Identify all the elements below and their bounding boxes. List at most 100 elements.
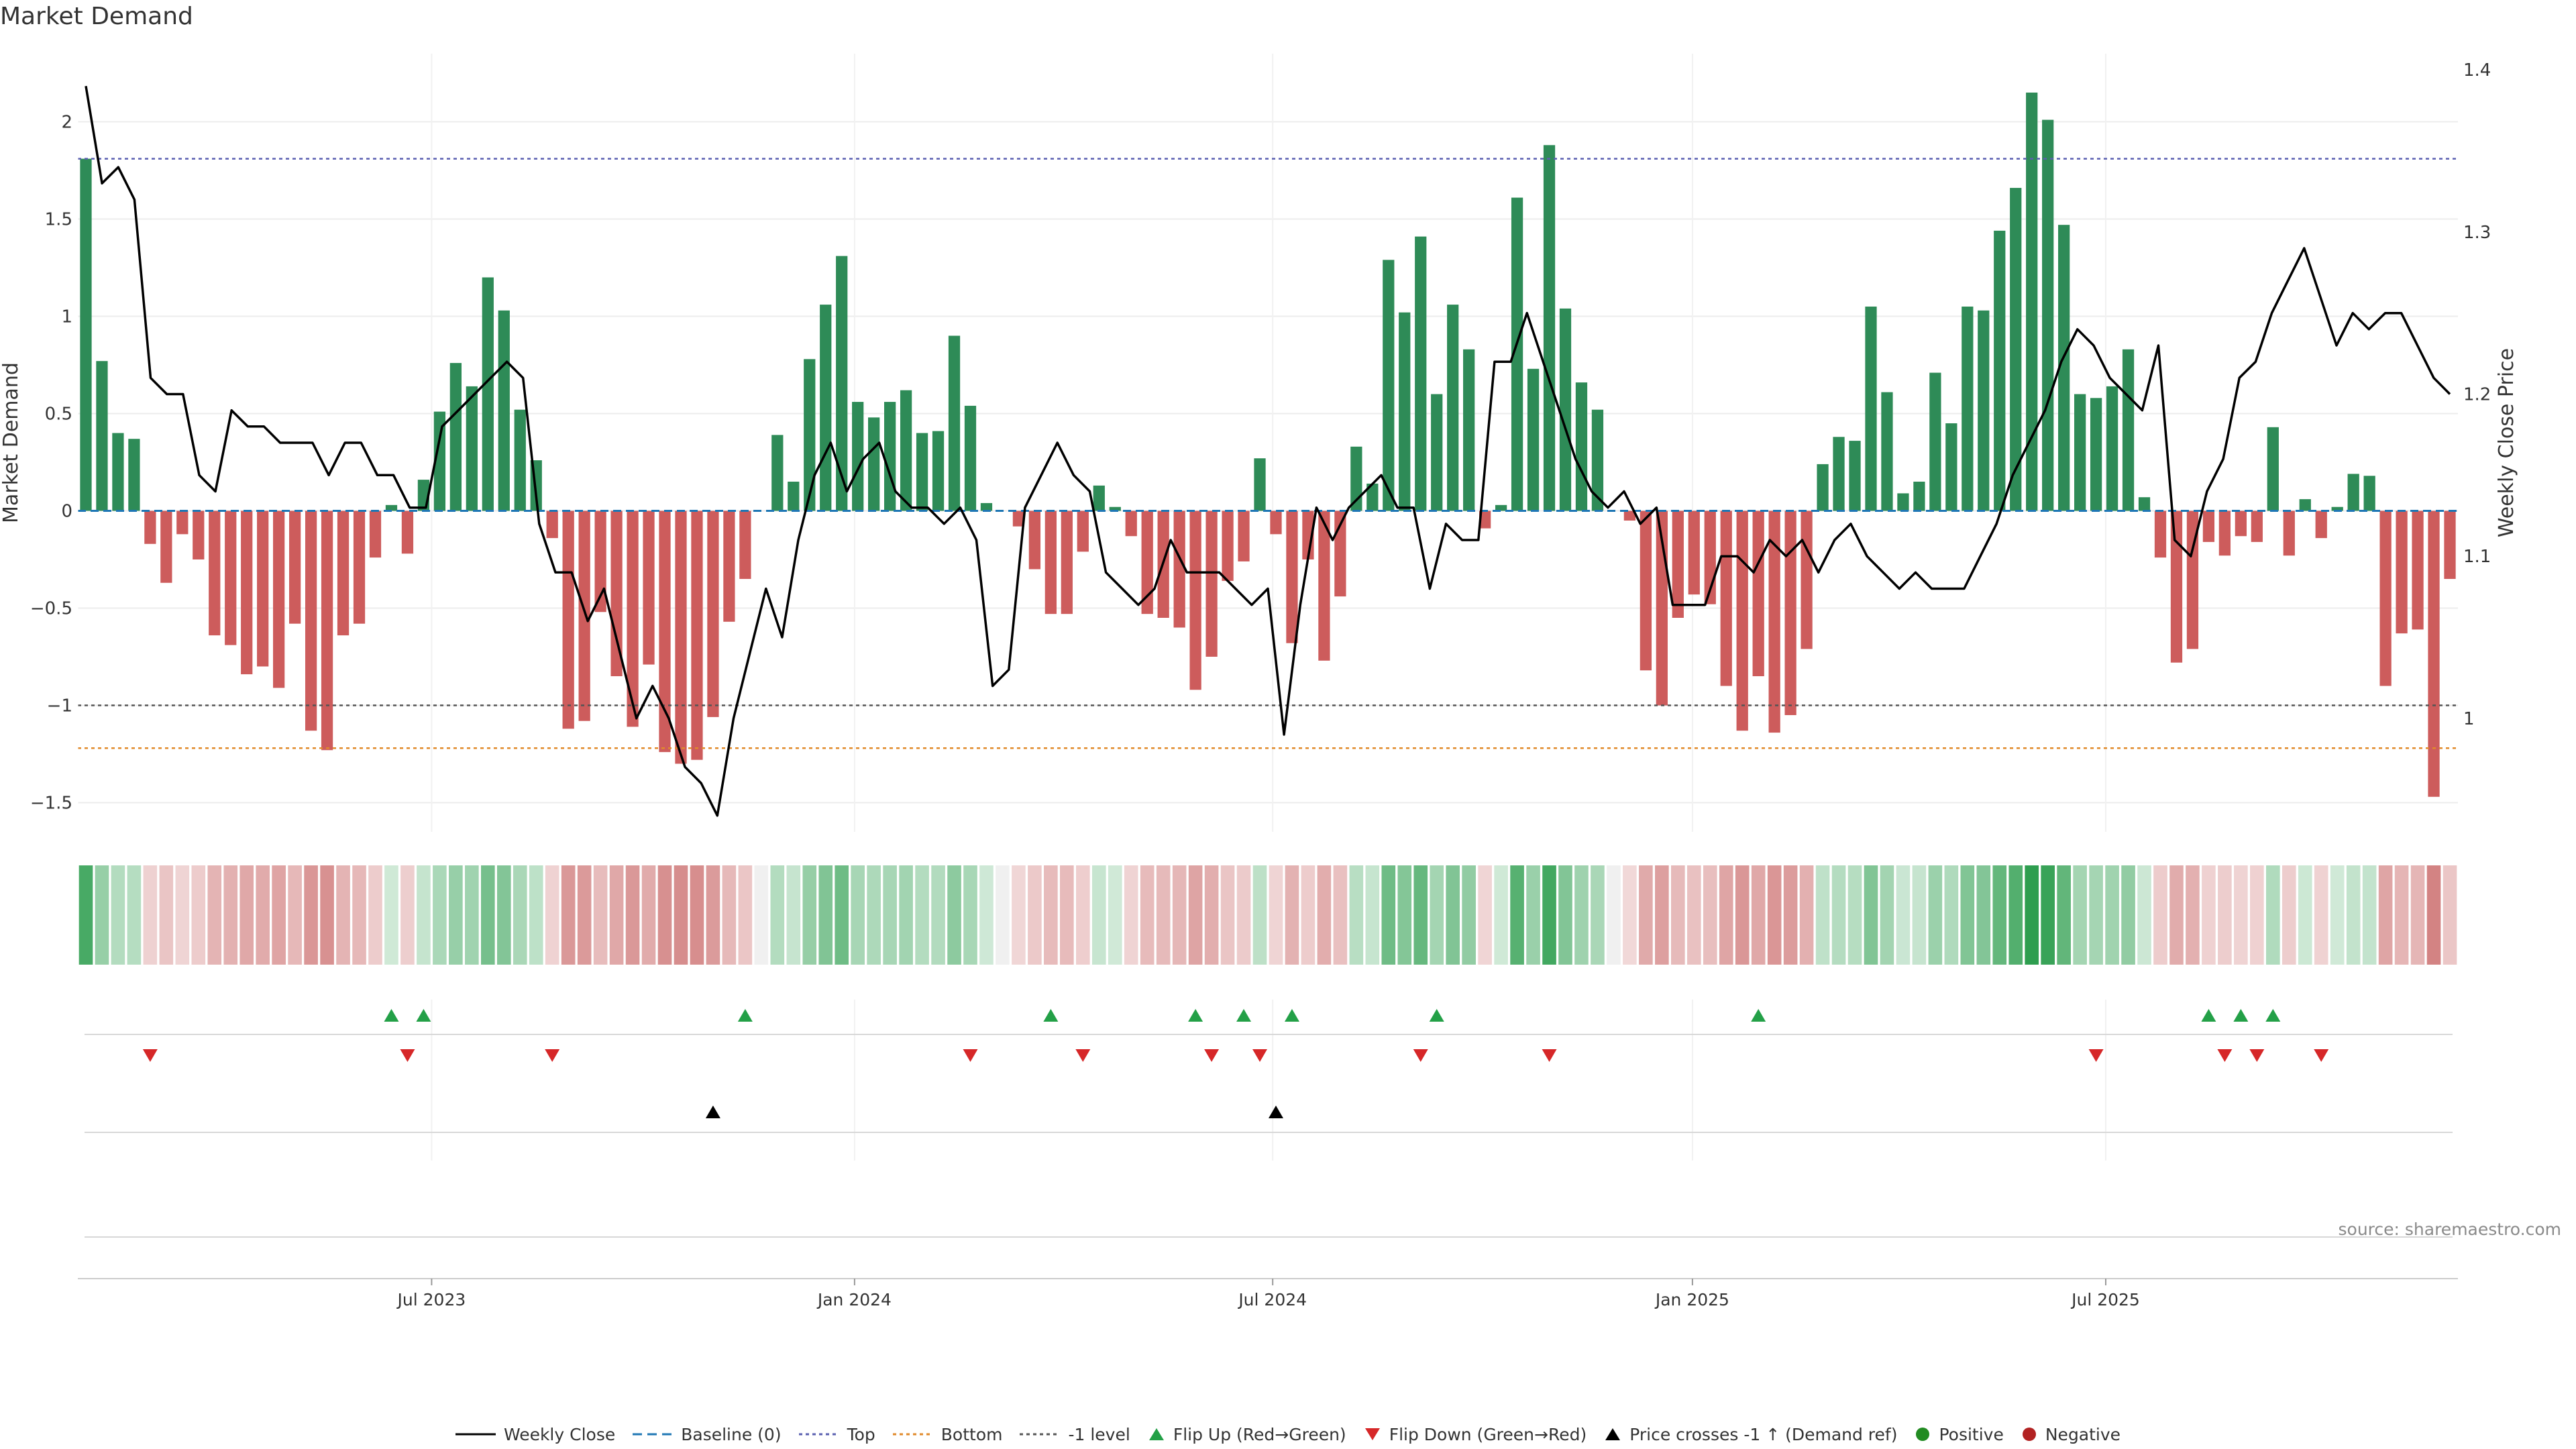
heat-cell: [545, 865, 559, 965]
demand-bar: [1028, 511, 1041, 570]
heat-cell: [1864, 865, 1878, 965]
demand-bar: [1415, 236, 1427, 511]
heat-cell: [2073, 865, 2087, 965]
triangle-up-icon: [1148, 1428, 1164, 1440]
legend-label: Price crosses -1 ↑ (Demand ref): [1629, 1424, 1898, 1444]
heat-cell: [1542, 865, 1556, 965]
demand-bar: [514, 409, 526, 511]
heat-cell: [433, 865, 447, 965]
demand-bar: [1913, 482, 1925, 511]
heat-cell: [593, 865, 608, 965]
demand-bar: [1543, 145, 1556, 511]
demand-bar: [1784, 511, 1796, 715]
demand-bar: [1012, 511, 1025, 527]
demand-bar: [1978, 310, 1990, 511]
demand-bar: [1849, 441, 1861, 511]
demand-bar: [1238, 511, 1250, 561]
legend-item-negative[interactable]: Negative: [2021, 1425, 2121, 1444]
heat-cell: [754, 865, 769, 965]
demand-bar: [1736, 511, 1748, 731]
triangle-down-icon: [1364, 1428, 1380, 1440]
flip-down-marker: [1204, 1049, 1220, 1062]
demand-bar: [241, 511, 253, 675]
demand-bar: [289, 511, 301, 624]
y-tick-label: 1.5: [45, 210, 72, 230]
demand-bar: [868, 417, 880, 511]
demand-bar: [1318, 511, 1330, 661]
demand-bar: [2138, 497, 2151, 511]
heat-cell: [1847, 865, 1862, 965]
heat-cell: [577, 865, 592, 965]
legend-item-bottom[interactable]: Bottom: [892, 1425, 1002, 1444]
legend-item-weekly-close[interactable]: Weekly Close: [455, 1425, 615, 1444]
demand-bar: [2347, 474, 2359, 511]
demand-bar: [739, 511, 751, 579]
heat-cell: [159, 865, 174, 965]
demand-bar: [1817, 464, 1829, 511]
demand-bars: [80, 93, 2456, 797]
demand-bar: [1077, 511, 1089, 552]
demand-bar: [675, 511, 687, 764]
heat-cell: [1783, 865, 1798, 965]
demand-bar: [2428, 511, 2440, 797]
heat-cell: [1140, 865, 1155, 965]
demand-bar: [1463, 349, 1475, 511]
demand-bar: [353, 511, 366, 624]
demand-bar: [2235, 511, 2247, 537]
axes: 2 1.5 1 0.5 0 −0.5 −1 −1.5 1.4 1.3 1.2 1.1 1 Market D…: [0, 54, 2518, 832]
heat-cell: [2121, 865, 2135, 965]
heat-cell: [1091, 865, 1106, 965]
flip-down-marker: [1413, 1049, 1428, 1062]
y2-tick-label: 1.3: [2463, 223, 2491, 243]
heat-cell: [111, 865, 125, 965]
flip-up-marker: [1043, 1009, 1059, 1022]
demand-bar: [1575, 382, 1588, 511]
heat-cell: [1686, 865, 1701, 965]
heat-cell: [1188, 865, 1203, 965]
heat-cell: [1108, 865, 1122, 965]
demand-bar: [1527, 368, 1540, 511]
flip-up-marker: [2265, 1009, 2281, 1022]
heat-cell: [384, 865, 398, 965]
demand-bar: [2444, 511, 2456, 579]
heat-cell: [1333, 865, 1348, 965]
demand-bar: [2379, 511, 2392, 686]
heat-cell: [625, 865, 640, 965]
flip-down-marker: [400, 1049, 415, 1062]
heat-cell: [513, 865, 527, 965]
heat-cell: [1928, 865, 1943, 965]
heat-cell: [496, 865, 511, 965]
legend-label: Negative: [2045, 1424, 2121, 1444]
demand-bar: [691, 511, 703, 760]
demand-bar: [1962, 307, 1974, 511]
demand-bar: [1511, 197, 1523, 511]
legend-item-flip-down[interactable]: Flip Down (Green→Red): [1364, 1425, 1587, 1444]
legend-item-minus1[interactable]: -1 level: [1020, 1425, 1130, 1444]
legend-label: Top: [847, 1424, 875, 1444]
demand-bar: [160, 511, 172, 583]
demand-bar: [1044, 511, 1057, 614]
demand-bar: [1093, 485, 1105, 511]
heat-cell: [1076, 865, 1090, 965]
legend-item-flip-up[interactable]: Flip Up (Red→Green): [1148, 1425, 1346, 1444]
heat-cell: [143, 865, 158, 965]
legend-item-top[interactable]: Top: [798, 1424, 875, 1444]
demand-bar: [916, 433, 928, 511]
legend-item-baseline[interactable]: Baseline (0): [633, 1425, 782, 1444]
flip-up-marker: [1284, 1009, 1299, 1022]
heat-cell: [1124, 865, 1138, 965]
demand-bar: [884, 402, 896, 511]
y-tick-label: 0: [61, 502, 72, 522]
heat-cell: [1204, 865, 1219, 965]
demand-bar: [788, 482, 800, 511]
heat-cell: [1751, 865, 1766, 965]
demand-bar: [1897, 493, 1909, 511]
demand-bar: [466, 386, 478, 511]
heat-cell: [674, 865, 688, 965]
legend-item-positive[interactable]: Positive: [1915, 1425, 2004, 1444]
heat-cell: [1574, 865, 1589, 965]
demand-bar: [225, 511, 237, 645]
legend-item-cross[interactable]: Price crosses -1 ↑ (Demand ref): [1604, 1425, 1897, 1444]
heat-cell: [2266, 865, 2280, 965]
line-icon: [455, 1433, 496, 1436]
